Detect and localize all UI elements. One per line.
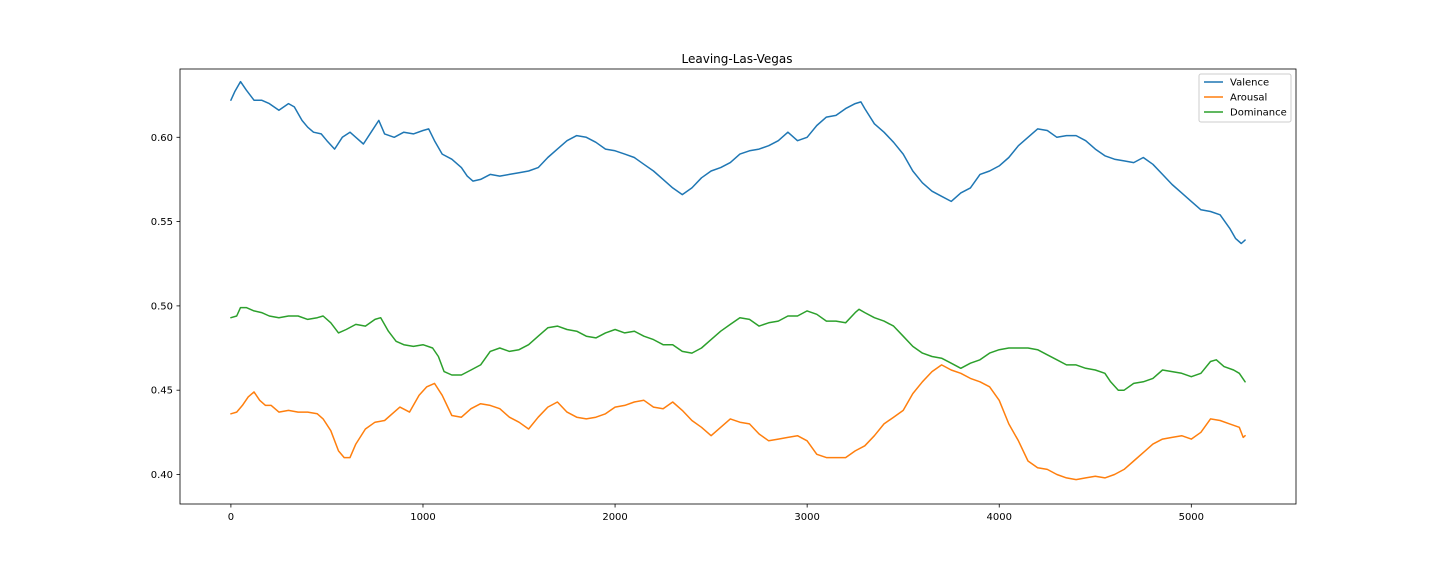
legend-label-arousal: Arousal (1230, 93, 1267, 104)
legend-box (1198, 73, 1292, 123)
x-tick-label: 1000 (410, 512, 435, 523)
chart-title: Leaving-Las-Vegas (682, 52, 793, 66)
legend-label-dominance: Dominance (1230, 108, 1287, 119)
series-line-arousal (230, 364, 1246, 481)
x-tick-label: 3000 (794, 512, 819, 523)
legend: Valence Arousal Dominance (1198, 73, 1292, 123)
y-tick-label: 0.45 (151, 386, 173, 397)
series-layer (230, 80, 1246, 481)
plot-frame (179, 68, 1297, 505)
y-tick-label: 0.50 (151, 301, 173, 312)
legend-label-valence: Valence (1230, 78, 1269, 89)
x-tick-label: 5000 (1179, 512, 1204, 523)
y-tick-label: 0.40 (151, 470, 173, 481)
y-tick-label: 0.60 (151, 133, 173, 144)
y-tick-label: 0.55 (151, 217, 173, 228)
series-line-dominance (230, 306, 1246, 391)
x-tick-label: 4000 (987, 512, 1012, 523)
series-line-valence (230, 80, 1246, 245)
axes-layer: 0 1000 2000 3000 4000 5000 0.40 0.45 0.50 0.55 0.6… (151, 68, 1297, 523)
x-tick-label: 0 (228, 512, 234, 523)
x-tick-label: 2000 (602, 512, 627, 523)
